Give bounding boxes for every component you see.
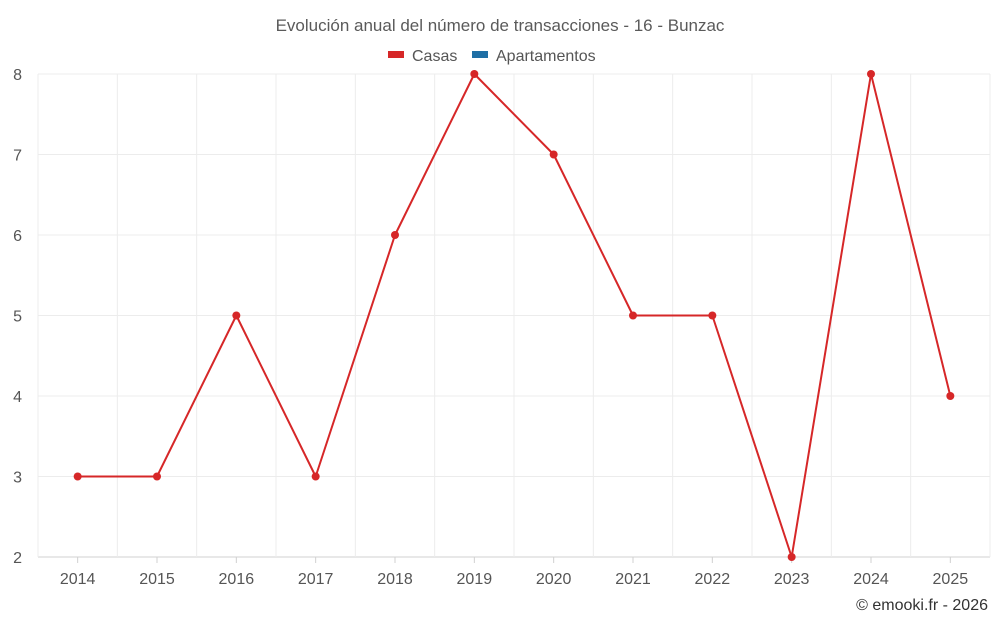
data-point[interactable] (946, 392, 955, 400)
data-point[interactable] (470, 70, 479, 78)
data-point[interactable] (391, 231, 399, 239)
x-tick-label: 2015 (139, 571, 175, 588)
chart-title: Evolución anual del número de transaccio… (276, 16, 725, 35)
y-tick-label: 7 (13, 148, 22, 165)
y-tick-label: 5 (13, 309, 22, 326)
credit: © emooki.fr - 2026 (856, 597, 988, 614)
x-tick-label: 2016 (219, 571, 255, 588)
x-tick-label: 2022 (695, 571, 731, 588)
legend-label-0[interactable]: Casas (412, 48, 457, 65)
data-point[interactable] (549, 150, 558, 159)
data-point[interactable] (73, 472, 82, 481)
x-tick-label: 2014 (60, 571, 96, 588)
grid (37, 73, 991, 558)
series-line-casas (77, 73, 952, 558)
legend-swatch-1 (472, 51, 488, 58)
y-tick-label: 2 (13, 550, 22, 567)
x-tick-label: 2023 (774, 571, 810, 588)
data-point[interactable] (867, 70, 875, 78)
x-tick-label: 2018 (377, 571, 413, 588)
data-point[interactable] (629, 311, 637, 320)
legend-swatch-0 (388, 51, 404, 58)
data-point[interactable] (708, 311, 717, 320)
x-tick-label: 2020 (536, 571, 572, 588)
x-tick-label: 2017 (298, 571, 334, 588)
y-tick-label: 4 (13, 389, 22, 406)
x-tick-label: 2021 (615, 571, 651, 588)
y-axis: 2 3 4 5 6 7 8 (13, 67, 22, 567)
series-group (73, 70, 955, 561)
x-tick-label: 2019 (457, 571, 493, 588)
legend: Casas Apartamentos (388, 48, 596, 65)
x-tick-label: 2024 (853, 571, 889, 588)
data-point[interactable] (232, 311, 241, 320)
y-tick-label: 3 (13, 470, 22, 487)
x-tick-label: 2025 (933, 571, 969, 588)
x-axis: 2014 2015 2016 2017 2018 2019 2020 2021 2022 2023… (60, 557, 968, 588)
y-tick-label: 6 (13, 228, 22, 245)
data-point[interactable] (787, 553, 796, 561)
y-tick-label: 8 (13, 67, 22, 84)
legend-label-1[interactable]: Apartamentos (496, 48, 596, 65)
data-point[interactable] (153, 472, 161, 481)
data-point[interactable] (311, 472, 320, 481)
